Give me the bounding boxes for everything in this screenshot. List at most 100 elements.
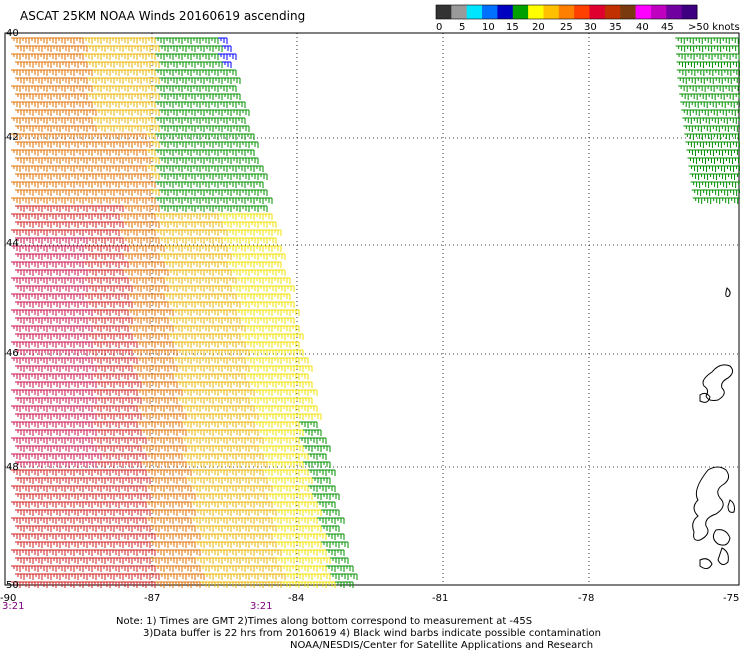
wind-barb-shaft — [123, 541, 133, 548]
wind-barb-shaft — [191, 149, 201, 156]
wind-barb — [200, 245, 210, 252]
wind-barb — [132, 285, 142, 292]
wind-barb-shaft — [11, 85, 21, 92]
wind-barb — [679, 93, 689, 100]
wind-barb — [218, 197, 228, 204]
wind-barb-shaft — [29, 117, 39, 124]
wind-barb-shaft — [182, 533, 192, 540]
wind-barb-shaft — [123, 269, 133, 276]
wind-barb-shaft — [137, 85, 147, 92]
wind-barb-shaft — [92, 389, 102, 396]
wind-barb — [191, 517, 201, 524]
wind-barb-shaft — [60, 173, 70, 180]
wind-barb — [276, 269, 286, 276]
wind-barb-shaft — [101, 389, 111, 396]
wind-barb-shaft — [96, 221, 106, 228]
wind-barb-shaft — [65, 485, 75, 492]
wind-barb — [155, 517, 165, 524]
wind-barb-shaft — [110, 485, 120, 492]
wind-barb — [33, 45, 43, 52]
wind-barb-shaft — [209, 37, 219, 44]
pass-time-left: 3:21 — [2, 601, 24, 612]
wind-barb-shaft — [200, 117, 210, 124]
wind-barb — [240, 461, 250, 468]
wind-barb-shaft — [110, 149, 120, 156]
wind-barb — [191, 293, 201, 300]
wind-barb — [42, 525, 52, 532]
wind-barb-shaft — [191, 197, 201, 204]
wind-barb-shaft — [285, 541, 295, 548]
wind-barb — [258, 349, 268, 356]
wind-barb — [78, 109, 88, 116]
wind-barb — [204, 157, 214, 164]
wind-barb — [227, 341, 237, 348]
wind-barb — [249, 285, 259, 292]
wind-barb-shaft — [24, 141, 34, 148]
wind-barb — [231, 541, 241, 548]
wind-barb — [312, 429, 322, 436]
wind-barb-shaft — [110, 69, 120, 76]
wind-barb-shaft — [114, 445, 124, 452]
wind-barb — [38, 549, 48, 556]
wind-barb-shaft — [105, 573, 115, 580]
wind-barb — [42, 109, 52, 116]
wind-barb — [195, 397, 205, 404]
wind-barb-shaft — [56, 213, 66, 220]
wind-barb — [339, 541, 349, 548]
wind-barb — [42, 221, 52, 228]
wind-barb — [38, 149, 48, 156]
wind-barb-shaft — [92, 69, 102, 76]
wind-barb-shaft — [182, 581, 192, 588]
wind-barb — [694, 61, 704, 68]
wind-barb-shaft — [33, 269, 43, 276]
wind-barb-shaft — [209, 581, 219, 588]
wind-barb-shaft — [720, 133, 730, 140]
wind-barb — [141, 109, 151, 116]
wind-barb — [344, 581, 354, 588]
wind-barb-shaft — [719, 125, 729, 132]
wind-barb-shaft — [15, 205, 25, 212]
wind-barb-shaft — [132, 253, 142, 260]
wind-barb — [24, 381, 34, 388]
wind-barb — [254, 485, 264, 492]
wind-barb — [186, 397, 196, 404]
wind-barb — [60, 45, 70, 52]
wind-barb-shaft — [47, 149, 57, 156]
wind-barb — [263, 197, 273, 204]
wind-barb-shaft — [182, 197, 192, 204]
wind-barb-shaft — [56, 229, 66, 236]
wind-barb — [191, 101, 201, 108]
wind-barb — [15, 349, 25, 356]
wind-barb — [227, 501, 237, 508]
wind-barb — [164, 197, 174, 204]
wind-barb — [263, 229, 273, 236]
wind-barb-shaft — [101, 117, 111, 124]
wind-barb — [96, 77, 106, 84]
wind-barb-shaft — [195, 173, 205, 180]
wind-barb — [11, 37, 21, 44]
wind-barb — [245, 549, 255, 556]
wind-barb-shaft — [96, 333, 106, 340]
wind-barb — [141, 381, 151, 388]
wind-barb — [101, 453, 111, 460]
wind-barb-shaft — [191, 485, 201, 492]
wind-barb-shaft — [204, 557, 214, 564]
wind-barb-shaft — [236, 325, 246, 332]
wind-barb-shaft — [74, 549, 84, 556]
wind-barb-shaft — [164, 37, 174, 44]
wind-barb-shaft — [182, 101, 192, 108]
wind-barb-shaft — [732, 85, 740, 91]
wind-barb-shaft — [105, 413, 115, 420]
wind-barb — [299, 469, 309, 476]
wind-barb — [78, 365, 88, 372]
wind-barb-shaft — [20, 197, 30, 204]
wind-barb — [132, 157, 142, 164]
wind-barb — [114, 253, 124, 260]
wind-barb — [92, 405, 102, 412]
wind-barb — [128, 453, 138, 460]
wind-barb — [702, 45, 713, 52]
wind-barb-shaft — [114, 429, 124, 436]
wind-barb — [168, 349, 178, 356]
wind-barb — [303, 445, 313, 452]
wind-barb-shaft — [110, 197, 120, 204]
